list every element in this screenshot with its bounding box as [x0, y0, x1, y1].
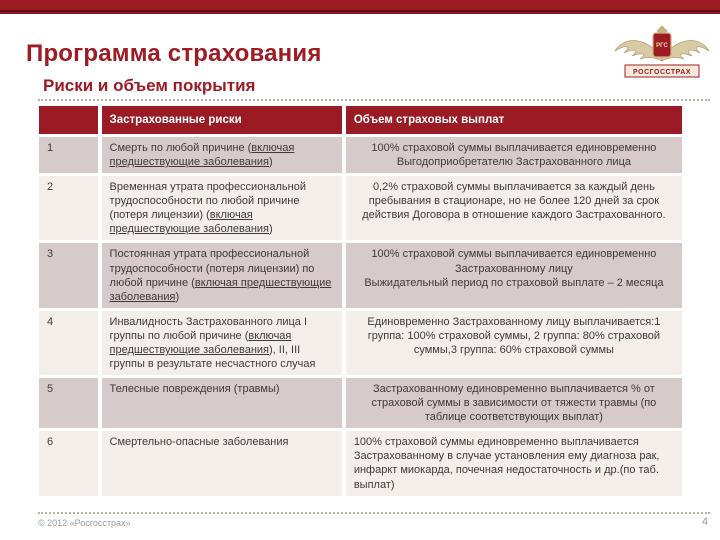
risk-text: Смерть по любой причине ( — [109, 142, 252, 154]
payout-cell: 100% страховой суммы единовременно выпла… — [345, 431, 682, 496]
risk-cell: Временная утрата профессиональной трудос… — [101, 176, 342, 241]
row-number: 3 — [39, 243, 98, 308]
shield-icon: РГС — [652, 32, 672, 58]
payout-cell: 100% страховой суммы выплачивается едино… — [345, 243, 682, 308]
payout-waiting-period-text: Выжидательный период по страховой выплат… — [364, 276, 664, 289]
table-row: 4 Инвалидность Застрахованного лица I гр… — [39, 310, 682, 376]
table-row: 6 Смертельно-опасные заболевания 100% ст… — [39, 431, 682, 496]
risk-text-underlined: включая предшествующие заболевания — [109, 142, 295, 169]
risk-text-underlined: включая предшествующие заболевания — [109, 276, 332, 303]
risk-text-underlined: включая предшествующие заболевания — [109, 329, 292, 356]
page-number: 4 — [701, 516, 708, 528]
rosgosstrakh-logo: РГС РОСГОССТРАХ — [614, 25, 710, 78]
table-row: 2 Временная утрата профессиональной труд… — [39, 176, 682, 241]
row-number: 4 — [39, 310, 98, 376]
row-number: 6 — [39, 431, 98, 496]
table-row: 5 Телесные повреждения (травмы) Застрахо… — [39, 378, 682, 429]
table-row: 1 Смерть по любой причине (включая предш… — [39, 137, 682, 174]
footer-divider — [38, 512, 710, 514]
page-subtitle: Риски и объем покрытия — [43, 76, 256, 95]
risk-text-after: ) — [175, 290, 180, 303]
row-number: 2 — [39, 176, 98, 241]
insurance-risks-table: Застрахованные риски Объем страховых вып… — [35, 103, 686, 499]
risk-cell: Смерть по любой причине (включая предшес… — [101, 137, 342, 174]
risk-text-after: ), II, III группы в результате несчастно… — [109, 343, 316, 371]
header-cell-risks: Застрахованные риски — [101, 106, 342, 134]
payout-cell: 100% страховой суммы выплачивается едино… — [345, 137, 682, 174]
risk-cell: Инвалидность Застрахованного лица I груп… — [101, 310, 342, 376]
table-row: 3 Постоянная утрата профессиональной тру… — [39, 243, 682, 308]
risk-text: Постоянная утрата профессиональной трудо… — [109, 248, 315, 289]
eagle-wings-icon — [614, 25, 710, 62]
footer-copyright: © 2012 «Росгосстрах» — [38, 518, 131, 528]
header-cell-number — [39, 106, 98, 134]
header-cell-payouts: Объем страховых выплат — [345, 106, 682, 134]
page-title: Программа страхования — [26, 40, 322, 67]
risk-cell: Смертельно-опасные заболевания — [101, 431, 342, 496]
logo-ribbon: РОСГОССТРАХ — [624, 64, 700, 78]
risk-text-underlined: включая предшествующие заболевания — [109, 209, 270, 236]
risk-cell: Телесные повреждения (травмы) — [101, 378, 342, 429]
payout-text: 100% страховой суммы выплачивается едино… — [371, 248, 657, 275]
subtitle-divider — [38, 99, 710, 101]
payout-cell: Единовременно Застрахованному лицу выпла… — [345, 310, 682, 376]
payout-cell: 0,2% страховой суммы выплачивается за ка… — [345, 176, 682, 241]
row-number: 5 — [39, 378, 98, 429]
row-number: 1 — [39, 137, 98, 174]
payout-cell: Застрахованному единовременно выплачивае… — [345, 378, 682, 429]
table-header-row: Застрахованные риски Объем страховых вып… — [39, 106, 682, 134]
risk-text: Инвалидность Застрахованного лица I груп… — [109, 315, 308, 342]
top-accent-bar — [0, 0, 720, 15]
logo-ribbon-text: РОСГОССТРАХ — [633, 69, 691, 76]
risk-cell: Постоянная утрата профессиональной трудо… — [101, 243, 342, 308]
logo-shield-text: РГС — [656, 43, 668, 49]
risk-text-after: ) — [269, 223, 273, 236]
risk-text-after: ) — [269, 156, 273, 169]
risk-text: Временная утрата профессиональной трудос… — [109, 181, 306, 222]
